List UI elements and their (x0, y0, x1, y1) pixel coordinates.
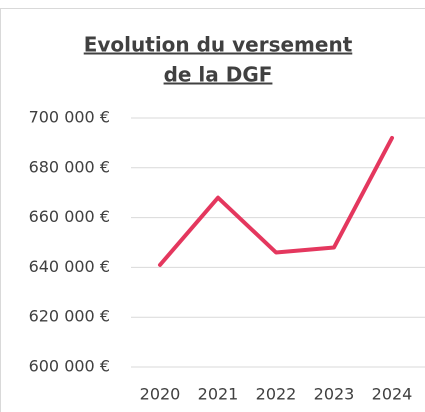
y-tick-label: 680 000 € (29, 157, 110, 176)
x-tick-label: 2023 (314, 385, 355, 404)
y-tick-label: 620 000 € (29, 307, 110, 326)
y-tick-label: 600 000 € (29, 357, 110, 376)
chart-border (0, 8, 425, 412)
x-tick-label: 2024 (372, 385, 413, 404)
chart-title: Evolution du versement (84, 33, 353, 57)
chart-title: de la DGF (164, 63, 273, 87)
y-tick-label: 700 000 € (29, 108, 110, 127)
x-tick-label: 2021 (198, 385, 239, 404)
y-tick-label: 640 000 € (29, 257, 110, 276)
x-tick-label: 2022 (256, 385, 297, 404)
y-tick-label: 660 000 € (29, 207, 110, 226)
line-series (158, 135, 394, 267)
x-tick-label: 2020 (140, 385, 181, 404)
